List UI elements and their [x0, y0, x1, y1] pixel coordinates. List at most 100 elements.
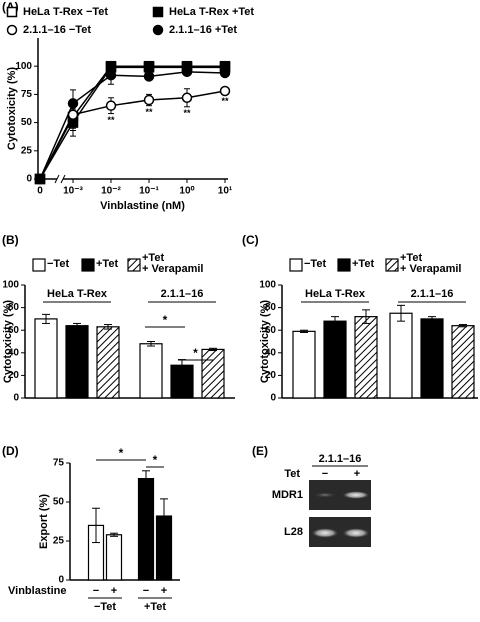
- legend-swatch: [337, 258, 351, 272]
- gel-band: [342, 528, 370, 538]
- legend-marker: [152, 6, 164, 18]
- y-tick-label: 75: [21, 89, 33, 100]
- x-tick-label: 10⁻³: [63, 186, 83, 197]
- legend-swatch: [289, 258, 303, 272]
- bar: [420, 318, 444, 399]
- group-label: +Tet: [144, 601, 166, 613]
- row-label: MDR1: [272, 489, 303, 501]
- bar: [201, 348, 225, 399]
- marker: [219, 67, 231, 79]
- y-tick-label: 80: [265, 302, 277, 313]
- x-tick-label: 10⁰: [179, 186, 194, 197]
- annotation: *: [119, 446, 124, 460]
- y-axis-title: Cytotoxicity (%): [6, 67, 18, 150]
- bar: [139, 343, 163, 399]
- y-tick-label: 80: [8, 302, 20, 313]
- legend-label: −Tet: [304, 259, 327, 270]
- lane-label: +: [354, 468, 360, 480]
- legend-label: −Tet: [47, 259, 70, 270]
- marker: [67, 109, 79, 120]
- annotation: *: [163, 313, 168, 327]
- legend-marker: [6, 6, 18, 18]
- legend-label-box: −Tet: [304, 259, 327, 270]
- series-line: [39, 66, 225, 180]
- y-tick-label: 100: [259, 280, 276, 291]
- y-tick-label: 100: [15, 61, 32, 72]
- legend-label: 2.1.1–16 +Tet: [169, 24, 237, 36]
- bar: [354, 316, 378, 399]
- x-tick-label: −: [143, 585, 149, 597]
- annotation: *: [193, 346, 198, 360]
- annotation: **: [221, 96, 229, 106]
- bar: [105, 534, 123, 581]
- bar: [65, 325, 89, 399]
- bar: [389, 312, 413, 399]
- column-label: Tet: [284, 468, 300, 480]
- panel-label: (D): [2, 444, 19, 458]
- lane-label: −: [322, 468, 328, 480]
- y-tick-label: 0: [13, 393, 19, 404]
- series-line: [39, 90, 226, 180]
- marker: [143, 62, 155, 73]
- gel-header: 2.1.1–16: [319, 453, 362, 465]
- panel-label: (C): [242, 233, 259, 247]
- x-tick-label: 10⁻¹: [139, 186, 159, 197]
- x-tick-label: +: [111, 585, 117, 597]
- y-tick-label: 60: [8, 325, 20, 336]
- y-tick-label: 40: [265, 347, 277, 358]
- gel-band: [311, 528, 339, 538]
- legend-label-box: +Tet: [96, 259, 119, 270]
- legend-label: +Tet + Verapamil: [142, 253, 204, 275]
- group-label: HeLa T-Rex: [47, 288, 108, 300]
- gel-band: [313, 492, 337, 498]
- y-tick-label: 25: [21, 145, 33, 156]
- legend-label: +Tet: [96, 259, 119, 270]
- x-tick-label: 10⁻²: [101, 186, 121, 197]
- y-tick-label: 50: [21, 117, 33, 128]
- legend-label-box: +Tet + Verapamil: [142, 253, 204, 275]
- y-axis-title: Export (%): [38, 494, 50, 549]
- axis-break: [60, 174, 66, 184]
- marker: [67, 98, 79, 109]
- annotation: **: [145, 107, 153, 117]
- group-label: −Tet: [94, 601, 116, 613]
- x-axis-title: Vinblastine (nM): [100, 200, 185, 212]
- y-tick-label: 0: [58, 575, 64, 586]
- legend-swatch: [127, 258, 141, 272]
- marker: [143, 71, 155, 82]
- group-label: 2.1.1–16: [411, 288, 454, 300]
- legend-label-box: −Tet: [47, 259, 70, 270]
- y-tick-label: 0: [26, 174, 32, 185]
- y-tick-label: 25: [53, 536, 65, 547]
- marker: [143, 94, 155, 106]
- marker: [181, 66, 193, 78]
- x-tick-label: 10¹: [218, 186, 233, 197]
- legend-label-box: +Tet: [352, 259, 375, 270]
- bar: [323, 320, 347, 399]
- annotation: **: [107, 115, 115, 125]
- marker: [181, 92, 193, 104]
- legend-label-box: +Tet + Verapamil: [400, 253, 462, 275]
- bar: [34, 318, 58, 399]
- x-tick-label: 0: [37, 186, 43, 197]
- legend-label: +Tet + Verapamil: [400, 253, 462, 275]
- y-tick-label: 100: [2, 280, 19, 291]
- marker: [105, 100, 117, 111]
- panel-label: (E): [252, 444, 268, 458]
- marker: [105, 69, 117, 81]
- legend-swatch: [32, 258, 46, 272]
- x-tick-label: −: [93, 585, 99, 597]
- legend-label: +Tet: [352, 259, 375, 270]
- series-line: [39, 71, 226, 180]
- y-tick-label: 40: [8, 347, 20, 358]
- row-label: L28: [284, 526, 303, 538]
- x-tick-label: +: [161, 585, 167, 597]
- y-tick-label: 50: [53, 497, 65, 508]
- bar: [137, 478, 155, 581]
- marker: [34, 173, 46, 185]
- y-tick-label: 20: [8, 370, 20, 381]
- y-axis-title: Cytotoxicity (%): [2, 300, 14, 383]
- y-tick-label: 60: [265, 325, 277, 336]
- legend-swatch: [385, 258, 399, 272]
